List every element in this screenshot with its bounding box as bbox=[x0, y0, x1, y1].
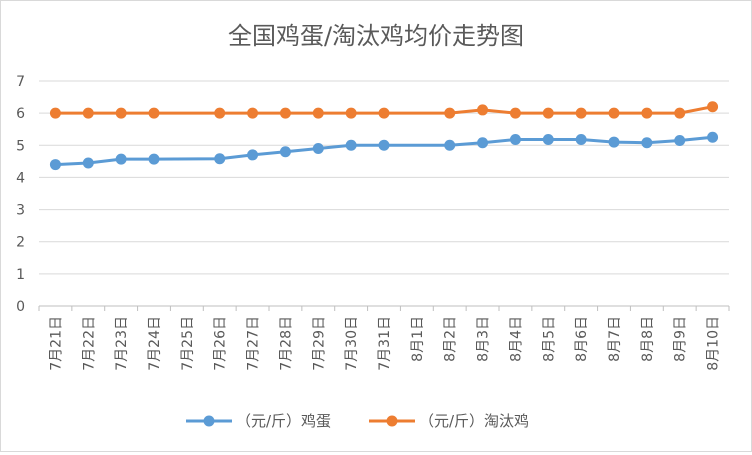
data-point bbox=[279, 107, 291, 119]
x-tick-label: 7月25日 bbox=[180, 316, 196, 371]
data-point bbox=[608, 107, 620, 119]
data-point bbox=[82, 157, 94, 169]
data-point bbox=[148, 153, 160, 165]
x-tick-label: 8月5日 bbox=[541, 316, 557, 362]
x-tick-label: 8月10日 bbox=[706, 316, 722, 371]
data-point bbox=[115, 107, 127, 119]
legend-label: （元/斤）淘汰鸡 bbox=[419, 412, 529, 430]
y-tick-label: 5 bbox=[16, 138, 25, 154]
y-tick-label: 6 bbox=[16, 106, 25, 122]
data-point bbox=[608, 136, 620, 148]
data-point bbox=[674, 107, 686, 119]
data-point bbox=[477, 137, 489, 149]
x-tick-label: 8月2日 bbox=[443, 316, 459, 362]
y-axis: 0 1 2 3 4 5 6 7 bbox=[16, 74, 25, 315]
series-group bbox=[49, 101, 719, 171]
y-tick-label: 3 bbox=[16, 203, 25, 219]
data-point bbox=[378, 139, 390, 151]
y-tick-label: 4 bbox=[16, 170, 25, 186]
data-point bbox=[575, 134, 587, 145]
data-point bbox=[509, 107, 521, 119]
data-point bbox=[542, 107, 554, 119]
data-point bbox=[49, 159, 61, 171]
x-tick-label: 7月22日 bbox=[81, 316, 97, 371]
y-tick-label: 7 bbox=[16, 74, 25, 90]
data-point bbox=[345, 139, 357, 151]
x-tick-label: 8月9日 bbox=[673, 316, 689, 362]
x-tick-label: 7月27日 bbox=[246, 316, 262, 371]
data-point bbox=[674, 134, 686, 146]
legend-swatch-marker bbox=[386, 415, 398, 427]
x-tick-label: 8月4日 bbox=[508, 316, 524, 362]
x-tick-label: 8月1日 bbox=[410, 316, 426, 362]
x-tick-label: 8月7日 bbox=[607, 316, 623, 362]
data-point bbox=[312, 107, 324, 119]
x-tick-label: 7月31日 bbox=[377, 316, 393, 371]
data-point bbox=[247, 107, 259, 119]
data-point bbox=[214, 153, 226, 165]
x-tick-label: 7月23日 bbox=[114, 316, 130, 371]
x-tick-label: 7月26日 bbox=[213, 316, 229, 371]
x-tick-label: 7月24日 bbox=[147, 316, 163, 371]
x-tick-label: 7月30日 bbox=[344, 316, 360, 371]
data-point bbox=[707, 131, 719, 143]
data-point bbox=[575, 107, 587, 119]
data-point bbox=[214, 107, 226, 119]
legend-swatch-marker bbox=[203, 415, 215, 427]
data-point bbox=[444, 139, 456, 151]
data-point bbox=[279, 146, 291, 158]
y-tick-label: 0 bbox=[16, 299, 25, 315]
data-point bbox=[148, 107, 160, 119]
data-point bbox=[115, 153, 127, 165]
data-point bbox=[707, 101, 719, 113]
data-point bbox=[444, 107, 456, 119]
data-point bbox=[641, 107, 653, 119]
legend-label: （元/斤）鸡蛋 bbox=[236, 412, 331, 430]
data-point bbox=[542, 134, 554, 145]
chart-title: 全国鸡蛋/淘汰鸡均价走势图 bbox=[228, 22, 524, 50]
x-tick-label: 7月21日 bbox=[48, 316, 64, 371]
x-tick-label: 8月6日 bbox=[574, 316, 590, 362]
legend: （元/斤）鸡蛋 （元/斤）淘汰鸡 bbox=[186, 412, 529, 430]
data-point bbox=[641, 137, 653, 149]
x-tick-label: 7月28日 bbox=[278, 316, 294, 371]
x-tick-label: 8月3日 bbox=[476, 316, 492, 362]
x-tick-label: 7月29日 bbox=[311, 316, 327, 371]
data-point bbox=[82, 107, 94, 119]
data-point bbox=[49, 107, 61, 119]
data-point bbox=[509, 134, 521, 145]
data-point bbox=[477, 104, 489, 116]
y-tick-label: 1 bbox=[16, 267, 25, 283]
y-tick-label: 2 bbox=[16, 235, 25, 251]
data-point bbox=[378, 107, 390, 119]
data-point bbox=[247, 149, 259, 161]
x-tick-label: 8月8日 bbox=[640, 316, 656, 362]
data-point bbox=[312, 143, 324, 154]
data-point bbox=[345, 107, 357, 119]
x-axis: 7月21日 7月22日 7月23日 7月24日 7月25日 7月26日 7月27日 7月28日… bbox=[38, 306, 730, 371]
